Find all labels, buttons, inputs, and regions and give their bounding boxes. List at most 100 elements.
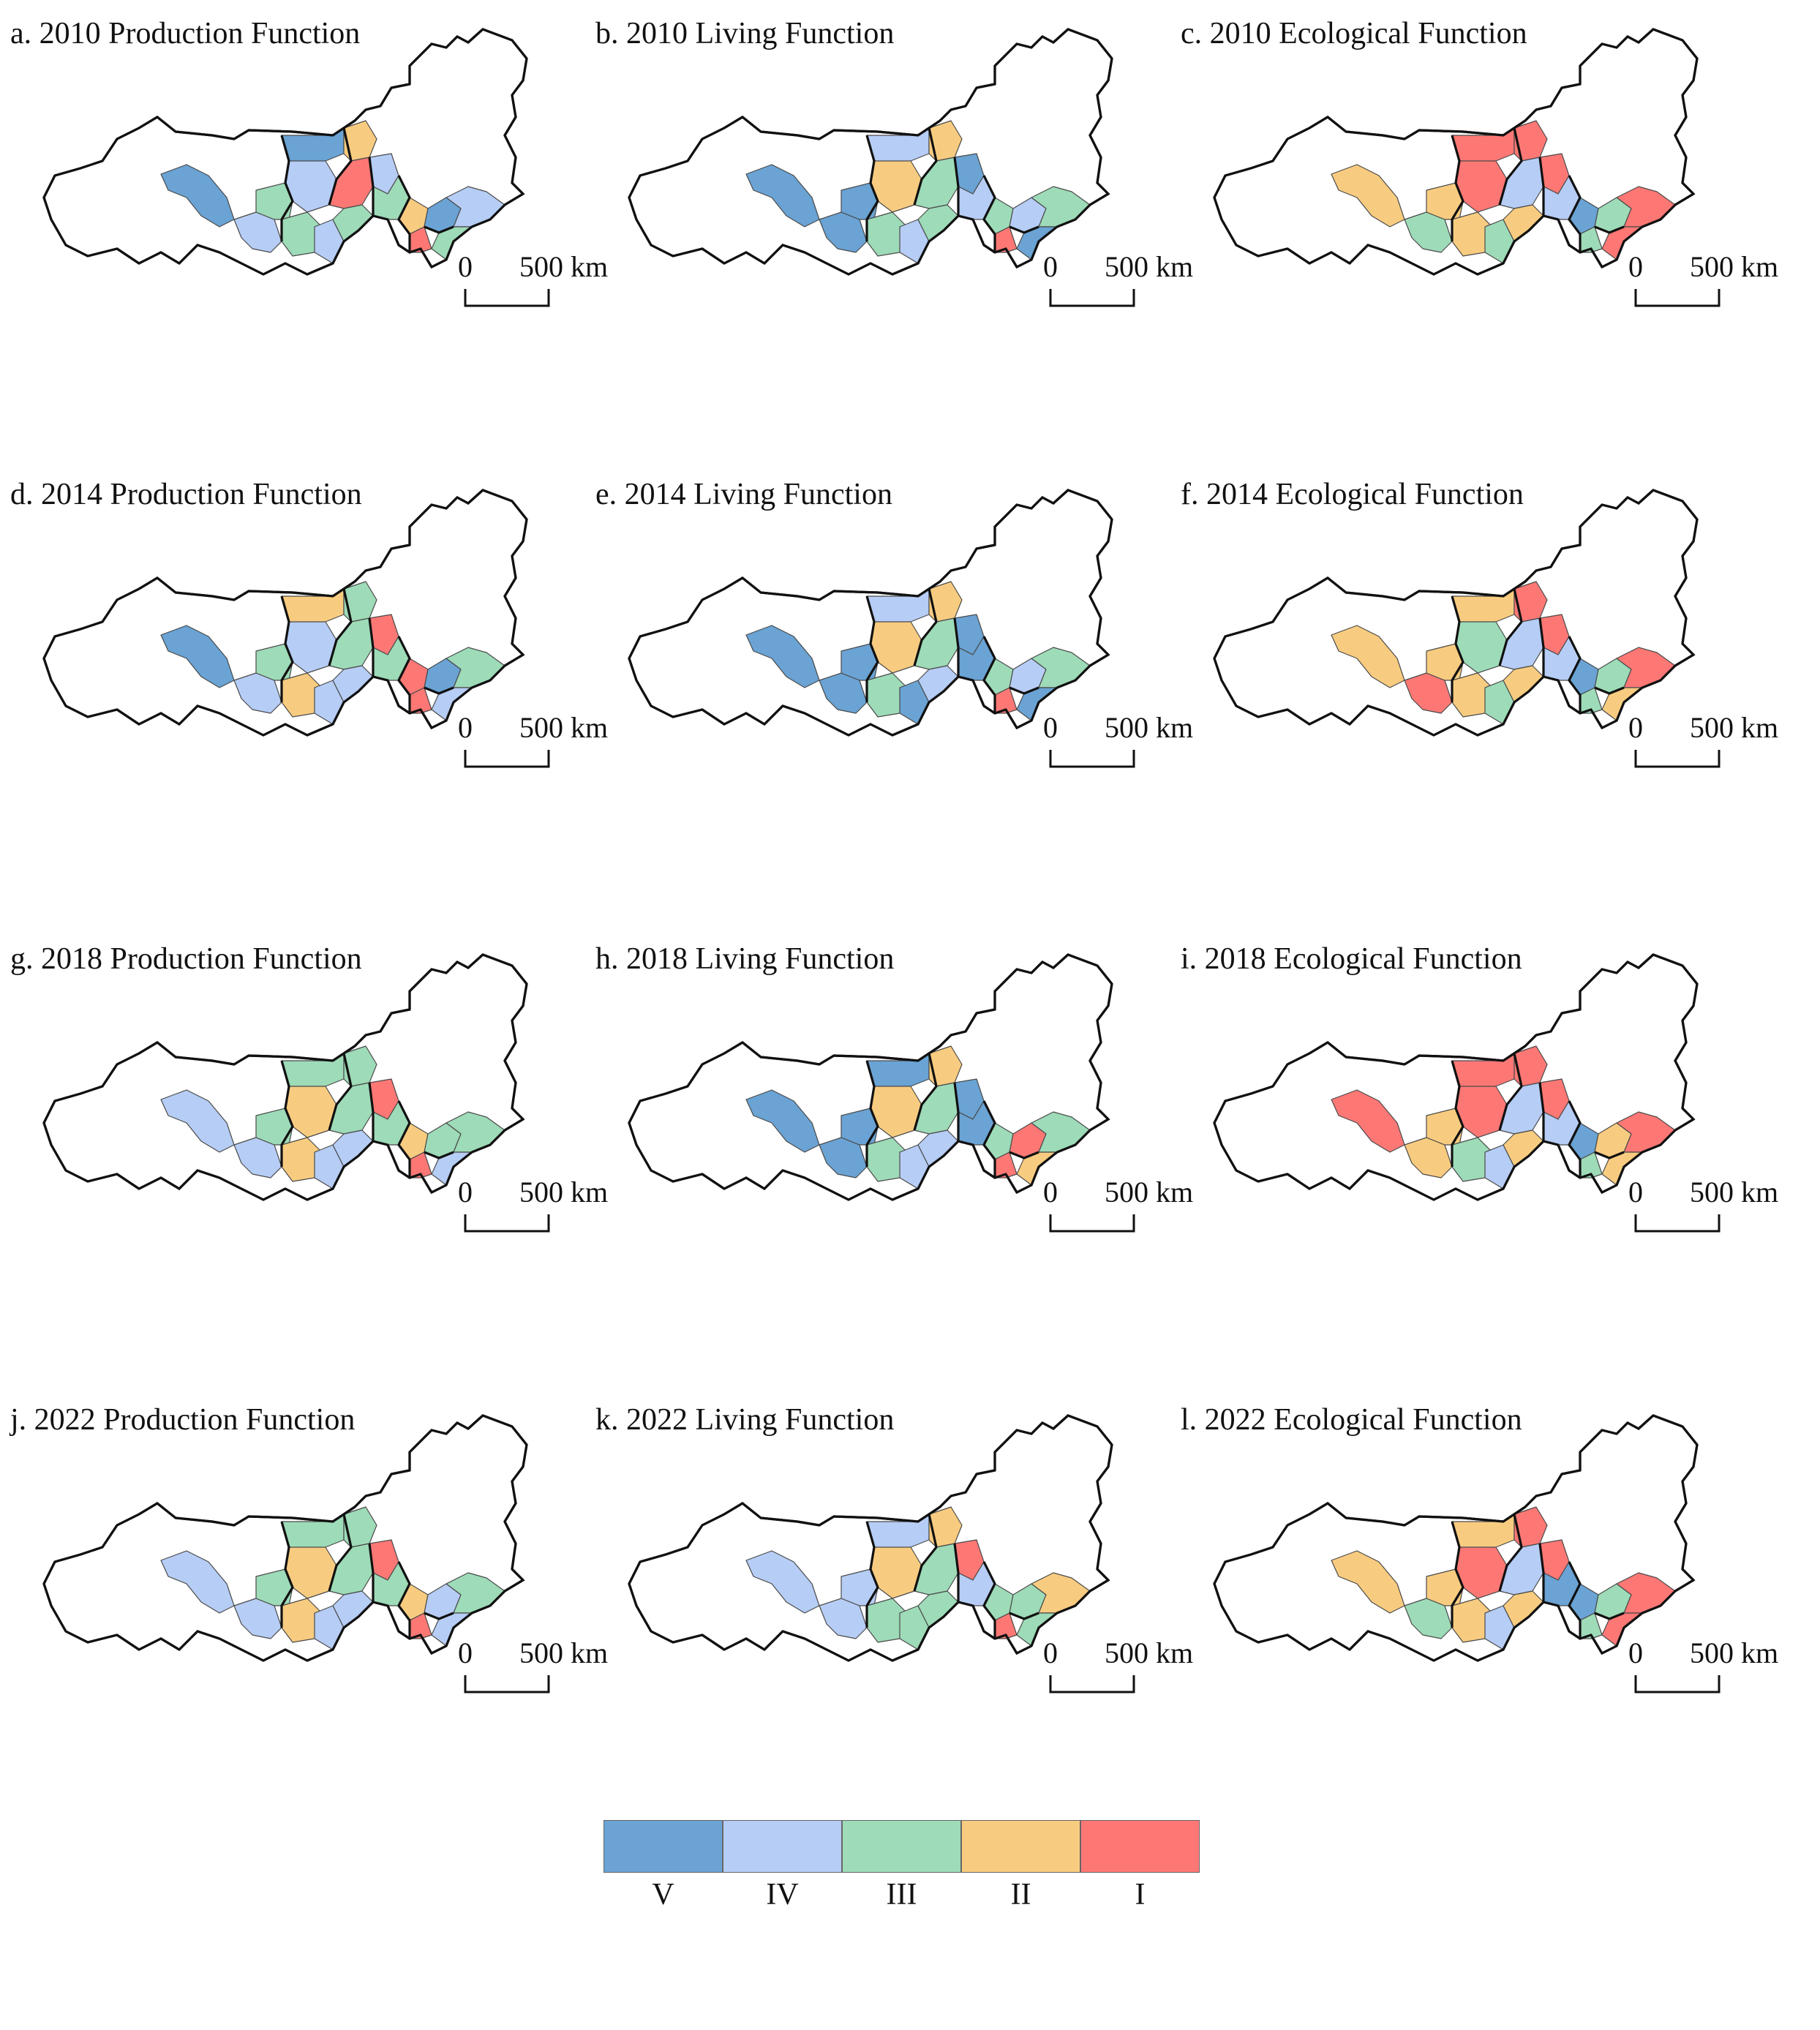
province-border [1538,1082,1545,1141]
basin-outline-stroke [628,489,1113,737]
map-region [1499,1543,1544,1595]
scale-bar [464,1675,550,1693]
scale-bar [464,750,550,768]
basin-outline-stroke [1213,28,1699,276]
panel-title: k. 2022 Living Function [595,1403,895,1437]
map-region [914,617,959,670]
province-border [280,1521,294,1628]
province-border [280,135,294,241]
panel-title: a. 2010 Production Function [10,17,361,50]
province-border [913,588,938,666]
scale-zero-label: 0 [1043,711,1058,744]
scale-distance-label: 500 km [519,711,608,744]
basin-map: 0 500 km [42,489,608,768]
province-border [280,1060,294,1167]
province-border [913,1514,938,1592]
province-border [1594,686,1625,695]
basin-map: 0 500 km [628,953,1193,1233]
province-border [328,1053,353,1131]
scale-zero-label: 0 [1043,250,1058,283]
panel-title: l. 2022 Ecological Function [1181,1403,1522,1437]
legend-swatch-ii [961,1820,1080,1873]
basin-outline-stroke [628,1414,1113,1662]
scale-bar [464,289,550,307]
map-panel: h. 2018 Living Function 0 500 km [585,925,1193,1386]
legend-label-iv: IV [766,1878,799,1911]
map-panel: i. 2018 Ecological Function 0 500 km [1170,925,1778,1386]
basin-map: 0 500 km [628,28,1193,307]
map-region [914,157,959,209]
province-border [1568,175,1582,252]
province-border [368,1082,375,1141]
scale-zero-label: 0 [458,1636,473,1669]
legend: V IV III II I [603,1820,1200,1911]
scale-bar [1634,1675,1721,1693]
map-panel: g. 2018 Production Function 0 500 km [0,925,608,1386]
map-panel: b. 2010 Living Function 0 500 km [585,0,1193,461]
province-border [280,595,294,702]
scale-zero-label: 0 [1043,1176,1058,1208]
panel-title: g. 2018 Production Function [10,942,362,976]
scale-bar [1049,289,1135,307]
province-border [1451,135,1464,241]
legend-label-v: V [652,1878,674,1911]
province-border [1594,225,1625,234]
province-border [953,1082,960,1141]
basin-outline-stroke [628,28,1113,276]
basin-outline-stroke [42,28,528,276]
province-border [424,1151,454,1159]
map-region [914,1082,959,1135]
map-panel: l. 2022 Ecological Function 0 500 km [1170,1386,1778,1847]
map-panel: d. 2014 Production Function 0 500 km [0,461,608,922]
map-panel: j. 2022 Production Function 0 500 km [0,1386,608,1847]
legend-swatch-i [1080,1820,1200,1873]
province-border [982,636,996,713]
scale-bar [1634,289,1721,307]
map-region [160,625,235,688]
map-region [328,1543,374,1595]
province-border [913,127,938,206]
province-border [865,1521,879,1628]
map-region [745,1550,820,1614]
province-border [368,617,375,677]
scale-distance-label: 500 km [519,1176,608,1208]
province-border [1594,1151,1625,1159]
basin-outline-stroke [628,953,1113,1201]
map-region [1331,164,1405,228]
map-region [1331,1550,1405,1614]
basin-map: 0 500 km [42,1414,608,1693]
scale-bar [1049,1214,1135,1233]
province-border [1538,157,1545,216]
province-border [1451,1060,1464,1167]
map-region [745,164,820,228]
basin-map: 0 500 km [42,28,608,307]
scale-bar [1634,750,1721,768]
province-border [424,225,454,234]
basin-map: 0 500 km [628,1414,1193,1693]
map-panel: e. 2014 Living Function 0 500 km [585,461,1193,922]
basin-outline-stroke [42,489,528,737]
province-border [397,175,411,252]
panel-title: h. 2018 Living Function [595,942,895,976]
scale-bar [1049,1675,1135,1693]
basin-map: 0 500 km [1213,953,1778,1233]
province-border [1568,1561,1582,1639]
panel-title: i. 2018 Ecological Function [1181,942,1522,976]
map-region [160,1550,235,1614]
province-border [328,588,353,666]
scale-zero-label: 0 [1628,250,1643,283]
province-border [953,617,960,677]
province-border [1009,1612,1039,1620]
province-border [424,686,454,695]
province-border [865,135,879,241]
map-panel: a. 2010 Production Function 0 500 km [0,0,608,461]
province-border [1594,1612,1625,1620]
map-region [160,164,235,228]
province-border [982,1561,996,1639]
map-region [1331,1089,1405,1153]
province-border [982,175,996,252]
map-panel: k. 2022 Living Function 0 500 km [585,1386,1193,1847]
province-border [982,1100,996,1178]
scale-zero-label: 0 [1628,1176,1643,1208]
basin-map: 0 500 km [1213,28,1778,307]
